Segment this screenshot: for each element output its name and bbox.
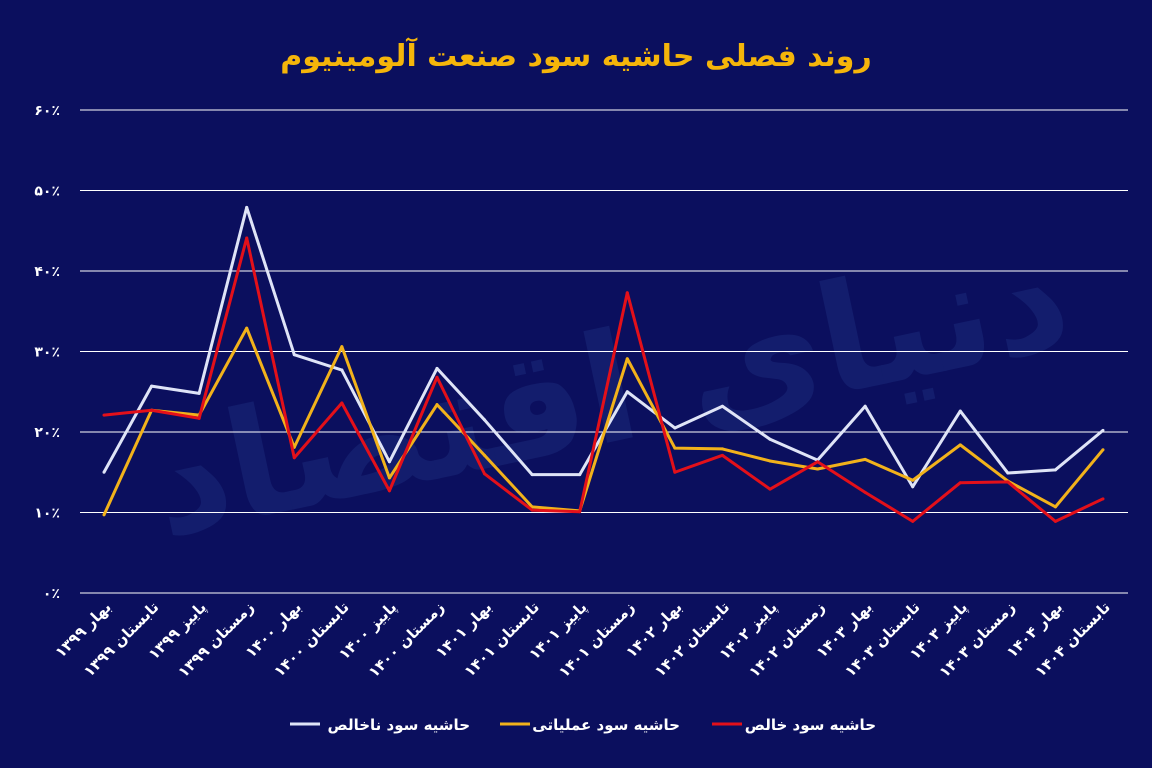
data-point <box>340 401 344 405</box>
data-point <box>197 416 201 420</box>
data-point <box>673 470 677 474</box>
data-point <box>292 456 296 460</box>
legend-label: حاشیه سود ناخالص <box>327 716 470 734</box>
data-point <box>150 408 154 412</box>
data-point <box>958 443 962 447</box>
data-point <box>245 205 249 209</box>
data-point <box>435 375 439 379</box>
data-point <box>530 505 534 509</box>
data-point <box>197 391 201 395</box>
y-tick-label: ۲۰٪ <box>34 425 60 441</box>
data-point <box>1053 468 1057 472</box>
data-point <box>245 236 249 240</box>
data-point <box>768 437 772 441</box>
data-point <box>387 489 391 493</box>
y-tick-label: ۶۰٪ <box>34 103 60 119</box>
data-point <box>102 413 106 417</box>
data-point <box>483 453 487 457</box>
data-point <box>578 510 582 514</box>
data-point <box>958 409 962 413</box>
data-point <box>530 508 534 512</box>
data-point <box>245 326 249 330</box>
data-point <box>102 513 106 517</box>
data-point <box>673 446 677 450</box>
data-point <box>863 404 867 408</box>
data-point <box>958 481 962 485</box>
data-point <box>1006 471 1010 475</box>
legend-label: حاشیه سود خالص <box>745 716 876 734</box>
data-point <box>1101 448 1105 452</box>
data-point <box>816 467 820 471</box>
data-point <box>816 460 820 464</box>
data-point <box>863 457 867 461</box>
data-point <box>387 460 391 464</box>
y-tick-label: ۱۰٪ <box>34 506 60 522</box>
data-point <box>387 476 391 480</box>
series-line-2 <box>103 236 1104 523</box>
data-point <box>720 404 724 408</box>
y-tick-label: ۵۰٪ <box>34 184 60 200</box>
y-tick-label: ۴۰٪ <box>34 264 60 280</box>
data-point <box>1101 497 1105 501</box>
data-point <box>530 473 534 477</box>
data-point <box>1053 505 1057 509</box>
data-point <box>150 384 154 388</box>
data-point <box>625 291 629 295</box>
data-point <box>340 345 344 349</box>
data-point <box>340 368 344 372</box>
y-tick-label: ۳۰٪ <box>34 345 60 361</box>
y-tick-label: ۰٪ <box>43 586 60 602</box>
data-point <box>720 453 724 457</box>
data-point <box>1053 519 1057 523</box>
data-point <box>578 473 582 477</box>
data-point <box>483 418 487 422</box>
data-point <box>911 485 915 489</box>
chart-title: روند فصلی حاشیه سود صنعت آلومینیوم <box>280 37 871 74</box>
data-point <box>435 403 439 407</box>
legend-label: حاشیه سود عملیاتی <box>532 716 680 734</box>
data-point <box>768 487 772 491</box>
data-point <box>1101 428 1105 432</box>
data-point <box>435 366 439 370</box>
data-point <box>1006 480 1010 484</box>
data-point <box>483 472 487 476</box>
series-line-1 <box>102 326 1105 516</box>
data-point <box>768 459 772 463</box>
data-point <box>863 490 867 494</box>
data-point <box>673 426 677 430</box>
data-point <box>625 390 629 394</box>
watermark: دنیای اقتصاد <box>135 208 1083 572</box>
data-point <box>911 519 915 523</box>
data-point <box>625 357 629 361</box>
data-point <box>102 470 106 474</box>
data-point <box>911 478 915 482</box>
data-point <box>292 353 296 357</box>
data-point <box>720 447 724 451</box>
